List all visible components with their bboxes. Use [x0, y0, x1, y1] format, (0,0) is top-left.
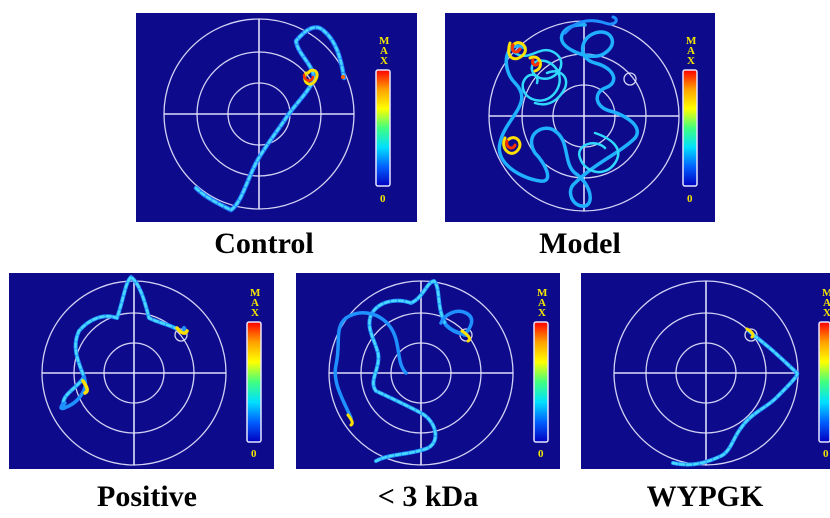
- swim-track: [671, 327, 800, 467]
- panel-label-lt3kda: < 3 kDa: [377, 480, 479, 513]
- colorbar-gradient: [534, 322, 548, 442]
- colorbar-frame: [818, 321, 830, 443]
- swim-track: [497, 15, 639, 208]
- colorbar-max-x: X: [251, 307, 259, 319]
- maze-grid: [163, 18, 355, 210]
- maze-background: [136, 13, 417, 222]
- maze-background: [445, 13, 715, 222]
- platform-marker: [174, 328, 188, 342]
- colorbar-gradient: [247, 322, 261, 442]
- colorbar-max-m: M: [822, 287, 830, 299]
- maze-grid: [328, 280, 514, 466]
- colorbar-frame: [375, 69, 391, 187]
- platform-marker: [623, 72, 637, 86]
- colorbar-max-a: A: [380, 45, 388, 57]
- colorbar-max-a: A: [251, 297, 259, 309]
- swim-track: [193, 25, 347, 213]
- colorbar-gradient: [819, 322, 830, 442]
- colorbar-zero-label: 0: [823, 448, 829, 460]
- colorbar-max-m: M: [537, 287, 548, 299]
- colorbar: M A X 0: [246, 287, 262, 460]
- colorbar-zero-label: 0: [251, 448, 257, 460]
- maze-image-lt3kda: M A X 0: [296, 273, 560, 469]
- panel-label-model: Model: [539, 227, 621, 260]
- panel-label-control: Control: [214, 227, 314, 260]
- colorbar-frame: [682, 69, 698, 187]
- colorbar-max-x: X: [538, 307, 546, 319]
- panel-wypgk: M A X 0: [581, 273, 830, 469]
- colorbar: M A X 0: [818, 287, 830, 460]
- maze-image-wypgk: M A X 0: [581, 273, 830, 469]
- colorbar-gradient: [376, 70, 390, 186]
- colorbar-frame: [246, 321, 262, 443]
- swim-track: [333, 279, 474, 463]
- panel-label-wypgk: WYPGK: [646, 480, 764, 513]
- maze-image-model: M A X 0: [445, 13, 715, 222]
- colorbar: M A X 0: [375, 35, 391, 205]
- colorbar-max-x: X: [380, 55, 388, 67]
- colorbar-max-m: M: [686, 35, 697, 47]
- colorbar-max-a: A: [823, 297, 830, 309]
- colorbar-max-m: M: [250, 287, 261, 299]
- colorbar-zero-label: 0: [687, 193, 693, 205]
- swim-track: [59, 275, 189, 411]
- colorbar-max-x: X: [687, 55, 695, 67]
- colorbar-zero-label: 0: [538, 448, 544, 460]
- panel-lt3kda: M A X 0: [296, 273, 560, 469]
- colorbar-zero-label: 0: [380, 193, 386, 205]
- maze-image-control: M A X 0: [136, 13, 417, 222]
- panel-control: M A X 0: [136, 13, 417, 222]
- platform-marker: [744, 328, 758, 342]
- colorbar-max-a: A: [687, 45, 695, 57]
- panel-positive: M A X 0: [9, 273, 274, 469]
- colorbar: M A X 0: [682, 35, 698, 205]
- maze-background: [9, 273, 274, 469]
- colorbar-frame: [533, 321, 549, 443]
- colorbar: M A X 0: [533, 287, 549, 460]
- colorbar-max-m: M: [379, 35, 390, 47]
- panel-label-positive: Positive: [97, 480, 197, 513]
- colorbar-max-a: A: [538, 297, 546, 309]
- maze-background: [296, 273, 560, 469]
- colorbar-max-x: X: [823, 307, 830, 319]
- maze-image-positive: M A X 0: [9, 273, 274, 469]
- colorbar-gradient: [683, 70, 697, 186]
- panel-model: M A X 0: [445, 13, 715, 222]
